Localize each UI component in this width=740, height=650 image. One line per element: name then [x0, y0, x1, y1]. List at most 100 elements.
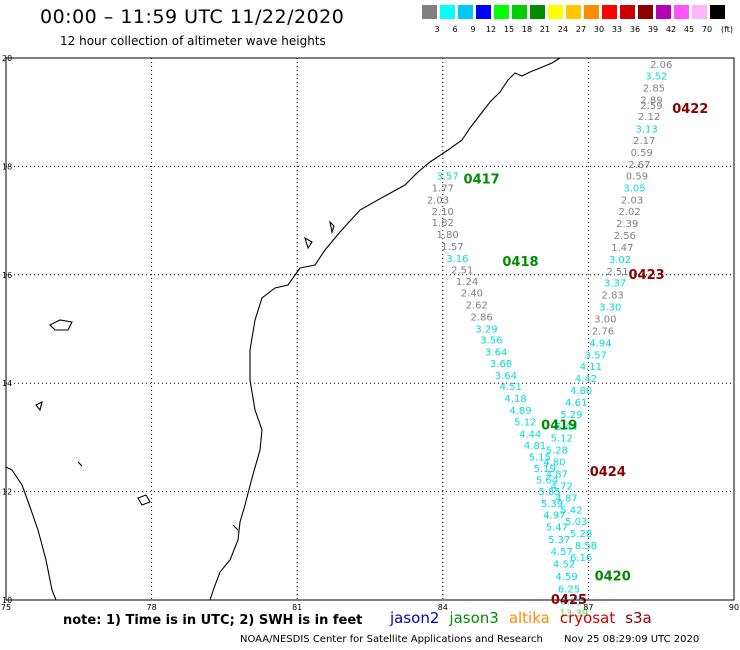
wave-height-value: 5.39 — [541, 499, 563, 510]
wave-height-value: 2.40 — [461, 288, 483, 299]
wave-height-value: 5.03 — [565, 517, 587, 528]
lon-tick-label: 84 — [438, 603, 448, 612]
wave-height-value: 3.57 — [585, 350, 607, 361]
wave-height-value: 2.17 — [633, 136, 655, 147]
wave-height-value: 3.00 — [594, 314, 616, 325]
footer-note: note: 1) Time is in UTC; 2) SWH is in fe… — [63, 613, 363, 628]
wave-height-value: 3.68 — [490, 359, 512, 370]
map-frame — [5, 57, 735, 601]
axis-tick-labels: 75 78 81 84 87 90 10 12 14 16 18 20 — [1, 54, 739, 612]
satellite-legend-item: cryosat — [559, 609, 616, 627]
wave-height-value: 6.25 — [558, 584, 580, 595]
wave-height-value: 3.56 — [480, 336, 502, 347]
color-scale-label: 70 — [701, 25, 713, 34]
wave-height-value: 1.82 — [432, 218, 454, 229]
wave-height-value: 4.87 — [555, 493, 577, 504]
wave-height-value: 2.10 — [432, 207, 454, 218]
color-scale-swatch — [584, 5, 599, 19]
color-scale-label: 24 — [557, 25, 569, 34]
wave-height-value: 5.64 — [536, 475, 558, 486]
color-scale-label: 3 — [434, 25, 440, 34]
wave-height-value: 2.83 — [602, 291, 624, 302]
wave-height-value: 5.15 — [529, 453, 551, 464]
color-scale-label: 12 — [485, 25, 497, 34]
color-scale-label: 45 — [683, 25, 695, 34]
wave-height-value: 2.67 — [628, 160, 650, 171]
pass-time-label: 0420 — [595, 570, 631, 585]
lon-tick-label: 78 — [147, 603, 157, 612]
color-scale-label: 9 — [470, 25, 476, 34]
wave-height-value: 2.51 — [451, 266, 473, 277]
color-scale-swatch — [692, 5, 707, 19]
wave-height-value: 3.13 — [636, 124, 658, 135]
color-scale-swatch — [494, 5, 509, 19]
wave-height-value: 0.59 — [626, 171, 648, 182]
color-scale-label: 15 — [503, 25, 515, 34]
color-scale-unit: (ft) — [720, 25, 734, 34]
wave-height-value: 5.42 — [560, 505, 582, 516]
wave-height-value: 2.59 — [640, 101, 662, 112]
wave-height-value: 2.86 — [470, 312, 492, 323]
lat-tick-label: 18 — [2, 162, 12, 171]
pass-time-label: 0422 — [672, 102, 708, 117]
color-scale-swatch — [476, 5, 491, 19]
page-title: 00:00 – 11:59 UTC 11/22/2020 — [40, 6, 345, 28]
color-scale-label: 27 — [575, 25, 587, 34]
wave-height-value: 3.64 — [495, 371, 517, 382]
wave-height-value: 3.37 — [604, 279, 626, 290]
pass-time-label: 0418 — [502, 255, 538, 270]
wave-height-value: 3.30 — [599, 303, 621, 314]
wave-height-value: 3.64 — [485, 348, 507, 359]
lat-tick-label: 14 — [2, 379, 12, 388]
footer-credit: NOAA/NESDIS Center for Satellite Applica… — [240, 634, 717, 645]
color-scale-swatch — [458, 5, 473, 19]
color-scale-swatch — [512, 5, 527, 19]
wave-height-value: 4.51 — [500, 382, 522, 393]
island-1 — [49, 319, 73, 331]
generated-timestamp: Nov 25 08:29:09 UTC 2020 — [564, 634, 700, 645]
wave-height-value: 4.59 — [555, 572, 577, 583]
altimeter-tracks: 3.571.772.032.101.821.801.573.162.511.24… — [427, 60, 673, 620]
wave-height-value: 1.57 — [441, 242, 463, 253]
wave-height-value: 2.02 — [619, 207, 641, 218]
satellite-legend-item: altika — [508, 609, 550, 627]
wave-height-value: 5.12 — [551, 434, 573, 445]
satellite-legend-item: jason3 — [449, 609, 499, 627]
satellite-legend-item: jason2 — [390, 609, 440, 627]
wave-height-value: 5.12 — [514, 417, 536, 428]
island-6 — [77, 461, 83, 467]
wave-height-value: 5.37 — [548, 535, 570, 546]
coastline — [5, 57, 561, 601]
wave-height-value: 0.59 — [631, 148, 653, 159]
pass-time-label: 0425 — [551, 593, 587, 608]
lon-tick-label: 81 — [292, 603, 302, 612]
wave-height-value: 4.52 — [553, 559, 575, 570]
island-4 — [304, 236, 313, 250]
wave-height-value: 4.94 — [589, 338, 611, 349]
color-scale-swatch — [656, 5, 671, 19]
credit-text: NOAA/NESDIS Center for Satellite Applica… — [240, 634, 543, 645]
wave-height-value: 4.18 — [504, 394, 526, 405]
wave-height-value: 6.33 — [560, 596, 582, 607]
wave-height-value: 6.16 — [570, 553, 592, 564]
island-2 — [35, 400, 43, 412]
lon-tick-label: 75 — [1, 603, 11, 612]
wave-height-value: 2.39 — [616, 219, 638, 230]
wave-height-value: 5.28 — [546, 446, 568, 457]
wave-height-value: 5.29 — [560, 410, 582, 421]
color-scale-swatch — [620, 5, 635, 19]
wave-height-value: 2.62 — [466, 300, 488, 311]
color-scale-label: 18 — [521, 25, 533, 34]
wave-height-value: 2.06 — [650, 60, 672, 71]
color-scale-swatch — [674, 5, 689, 19]
lon-tick-label: 90 — [729, 603, 739, 612]
track-right-track: 2.063.522.852.892.592.123.132.170.592.67… — [543, 60, 672, 564]
track-jason3-left: 3.571.772.032.101.821.801.573.162.511.24… — [427, 171, 588, 619]
pass-time-label: 0417 — [464, 172, 500, 187]
wave-height-value: 2.03 — [427, 195, 449, 206]
wave-height-value: 4.87 — [546, 470, 568, 481]
pass-time-label: 0424 — [590, 465, 626, 480]
color-scale-swatch — [566, 5, 581, 19]
wave-height-value: 4.97 — [543, 511, 565, 522]
